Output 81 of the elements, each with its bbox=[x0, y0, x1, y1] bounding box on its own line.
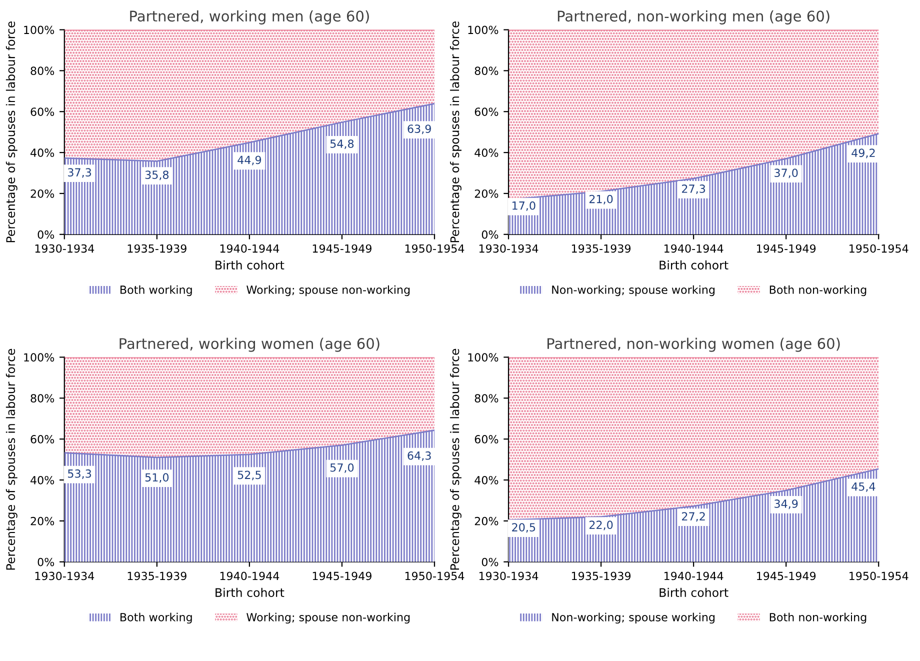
data-label: 35,8 bbox=[145, 170, 169, 180]
y-tick-label: 60% bbox=[474, 108, 498, 116]
x-tick-label: 1935-1939 bbox=[128, 244, 186, 253]
y-tick-label: 40% bbox=[30, 148, 54, 157]
x-axis-title: Birth cohort bbox=[660, 260, 728, 270]
chart-title: Partnered, working women (age 60) bbox=[120, 338, 380, 352]
y-tick-label: 0% bbox=[482, 230, 498, 239]
legend-label: Both working bbox=[120, 612, 192, 624]
x-tick-label: 1940-1944 bbox=[664, 244, 724, 253]
x-tick-label: 1935-1939 bbox=[572, 572, 631, 580]
x-tick-label: 1945-1949 bbox=[757, 244, 816, 253]
y-tick-label: 20% bbox=[30, 516, 54, 526]
y-tick-label: 100% bbox=[24, 353, 54, 362]
chart-title: Partnered, non-working men (age 60) bbox=[558, 10, 830, 24]
y-tick-label: 100% bbox=[468, 26, 498, 34]
data-label: 52,5 bbox=[238, 470, 261, 480]
x-tick-label: 1935-1939 bbox=[572, 244, 631, 253]
data-label: 51,0 bbox=[145, 473, 169, 483]
chart-title: Partnered, non-working women (age 60) bbox=[548, 338, 840, 352]
y-tick-label: 40% bbox=[474, 476, 498, 484]
x-tick-label: 1930-1934 bbox=[479, 244, 538, 253]
y-tick-label: 80% bbox=[30, 66, 54, 76]
legend-label: Both working bbox=[120, 285, 192, 296]
x-tick-label: 1930-1934 bbox=[479, 572, 538, 580]
y-tick-label: 20% bbox=[474, 516, 498, 526]
data-label: 49,2 bbox=[852, 148, 875, 158]
y-axis-title: Percentage of spouses in labour force bbox=[6, 21, 18, 242]
x-axis-title: Birth cohort bbox=[660, 588, 728, 598]
data-label: 34,9 bbox=[774, 500, 798, 510]
data-label: 64,3 bbox=[408, 451, 431, 461]
y-axis-title: Percentage of spouses in labour force bbox=[450, 348, 462, 570]
y-tick-label: 80% bbox=[474, 394, 498, 403]
x-tick-label: 1950-1954 bbox=[850, 244, 908, 253]
x-tick-label: 1935-1939 bbox=[128, 572, 186, 580]
y-tick-label: 60% bbox=[30, 435, 54, 444]
legend-label: Working; spouse non-working bbox=[246, 285, 410, 296]
x-tick-label: 1945-1949 bbox=[312, 244, 372, 253]
chart-title: Partnered, working men (age 60) bbox=[130, 10, 369, 24]
legend-label: Working; spouse non-working bbox=[246, 612, 410, 624]
y-tick-label: 20% bbox=[474, 189, 498, 198]
y-tick-label: 0% bbox=[482, 558, 498, 566]
y-tick-label: 40% bbox=[30, 476, 54, 484]
y-tick-label: 100% bbox=[24, 26, 54, 34]
y-tick-label: 20% bbox=[30, 189, 54, 198]
x-tick-label: 1940-1944 bbox=[220, 244, 280, 253]
x-tick-label: 1950-1954 bbox=[405, 244, 464, 253]
x-tick-label: 1930-1934 bbox=[35, 572, 94, 580]
data-label: 37,0 bbox=[774, 168, 798, 178]
data-label: 57,0 bbox=[330, 463, 354, 473]
data-label: 37,3 bbox=[68, 168, 92, 178]
y-tick-label: 80% bbox=[474, 66, 498, 76]
legend-label: Non-working; spouse working bbox=[552, 612, 714, 624]
x-tick-label: 1945-1949 bbox=[312, 572, 372, 580]
data-label: 22,0 bbox=[589, 520, 613, 530]
y-axis-title: Percentage of spouses in labour force bbox=[6, 348, 18, 570]
y-tick-label: 100% bbox=[468, 353, 498, 362]
x-tick-label: 1945-1949 bbox=[757, 572, 816, 580]
data-label: 45,4 bbox=[852, 482, 876, 492]
x-axis-title: Birth cohort bbox=[216, 260, 284, 270]
y-axis-title: Percentage of spouses in labour force bbox=[450, 21, 462, 242]
x-axis-title: Birth cohort bbox=[216, 588, 284, 598]
y-tick-label: 60% bbox=[474, 435, 498, 444]
x-tick-label: 1950-1954 bbox=[405, 572, 464, 580]
data-label: 20,5 bbox=[512, 523, 536, 533]
data-label: 27,2 bbox=[682, 512, 705, 522]
y-tick-label: 60% bbox=[30, 108, 54, 116]
x-tick-label: 1930-1934 bbox=[35, 244, 94, 253]
legend-label: Non-working; spouse working bbox=[552, 285, 714, 296]
y-tick-label: 0% bbox=[38, 558, 54, 566]
data-label: 53,3 bbox=[68, 469, 92, 479]
y-tick-label: 80% bbox=[30, 394, 54, 403]
data-label: 17,0 bbox=[512, 201, 536, 211]
x-tick-label: 1940-1944 bbox=[664, 572, 724, 580]
legend-label: Both non-working bbox=[770, 285, 866, 296]
data-label: 27,3 bbox=[682, 184, 706, 194]
y-tick-label: 40% bbox=[474, 148, 498, 157]
x-tick-label: 1950-1954 bbox=[850, 572, 908, 580]
legend-label: Both non-working bbox=[770, 612, 866, 624]
y-tick-label: 0% bbox=[38, 230, 54, 239]
data-label: 21,0 bbox=[589, 194, 613, 204]
x-tick-label: 1940-1944 bbox=[220, 572, 280, 580]
